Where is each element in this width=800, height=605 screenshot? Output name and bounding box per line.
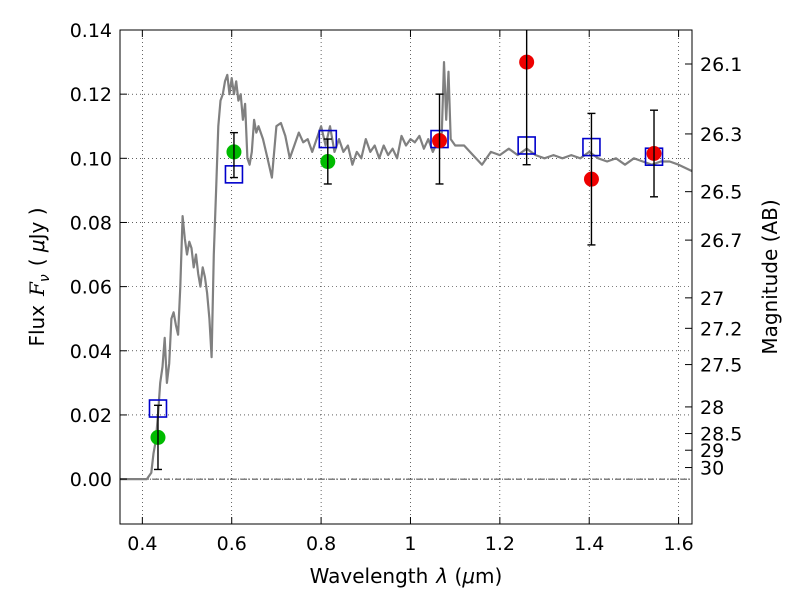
right-axis-tick-label: 26.7 bbox=[700, 230, 742, 252]
x-tick-label: 1.2 bbox=[485, 533, 515, 555]
right-axis-label: Magnitude (AB) bbox=[758, 199, 782, 354]
x-tick-label: 1 bbox=[404, 533, 416, 555]
y-axis-symbol: F bbox=[25, 281, 49, 297]
y-tick-label: 0.00 bbox=[70, 469, 112, 491]
y-tick-label: 0.12 bbox=[70, 84, 112, 106]
y-tick-label: 0.14 bbox=[70, 20, 112, 42]
plot-frame bbox=[119, 29, 693, 525]
right-axis-tick-label: 28 bbox=[700, 397, 724, 419]
right-axis-tick-label: 27 bbox=[700, 288, 724, 310]
x-axis-unit-mu: μ bbox=[461, 564, 475, 588]
right-axis-tick-label: 26.1 bbox=[700, 54, 742, 76]
x-tick-label: 0.8 bbox=[306, 533, 336, 555]
x-axis-unit-open: ( bbox=[448, 564, 462, 588]
y-axis-unit-rest: Jy ) bbox=[25, 207, 49, 241]
y-tick-label: 0.02 bbox=[70, 405, 112, 427]
y-tick-label: 0.06 bbox=[70, 277, 112, 299]
right-axis-tick-label: 27.2 bbox=[700, 318, 742, 340]
x-axis-label: Wavelength λ (μm) bbox=[310, 564, 503, 588]
y-axis-label: Flux Fν ( μJy ) bbox=[25, 207, 53, 346]
y-axis-unit-mu: μ bbox=[25, 239, 49, 253]
y-axis-symbol-sub: ν bbox=[37, 274, 53, 282]
plot-data bbox=[120, 30, 692, 481]
y-axis-unit-open: ( bbox=[25, 252, 49, 266]
x-tick-label: 1.6 bbox=[663, 533, 693, 555]
x-axis-symbol: λ bbox=[435, 564, 448, 588]
x-tick-label: 0.4 bbox=[127, 533, 157, 555]
right-axis-tick-label: 26.5 bbox=[700, 182, 742, 204]
y-axis-label-text: Flux bbox=[25, 305, 49, 347]
model-spectrum-line bbox=[120, 60, 692, 481]
y-tick-label: 0.08 bbox=[70, 212, 112, 234]
x-tick-label: 1.4 bbox=[574, 533, 604, 555]
x-axis-unit-rest: m) bbox=[475, 564, 502, 588]
axes: 0.4 0.6 0.8 1 1.2 1.4 1.6 0.00 0.02 0.04 0.06 0.08 0… bbox=[70, 20, 743, 555]
y-tick-label: 0.10 bbox=[70, 148, 112, 170]
x-axis-label-text: Wavelength bbox=[310, 564, 429, 588]
right-axis-tick-label: 26.3 bbox=[700, 124, 742, 146]
y-tick-label: 0.04 bbox=[70, 341, 112, 363]
right-axis-tick-label: 30 bbox=[700, 458, 724, 480]
right-axis-tick-label: 27.5 bbox=[700, 355, 742, 377]
right-axis-tick-label: 29 bbox=[700, 440, 724, 462]
right-axis-tick-label: 28.5 bbox=[700, 424, 742, 446]
x-tick-label: 0.6 bbox=[217, 533, 247, 555]
